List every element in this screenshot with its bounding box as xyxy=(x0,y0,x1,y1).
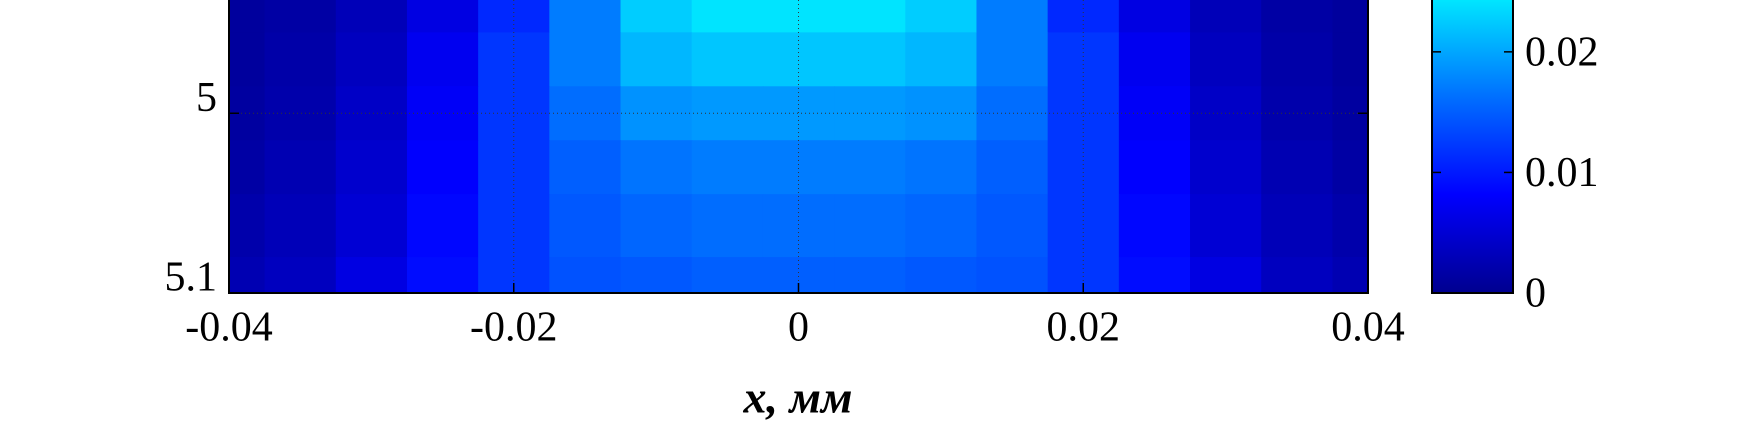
heatmap-cell xyxy=(264,140,337,195)
heatmap-cell xyxy=(406,32,479,87)
heatmap-cell xyxy=(335,194,408,258)
heatmap-cell xyxy=(620,0,693,33)
heatmap-cell xyxy=(620,194,693,258)
heatmap-cell xyxy=(905,140,977,195)
heatmap-cell xyxy=(834,140,906,195)
plot-frame xyxy=(228,0,1369,294)
heatmap-cell xyxy=(264,194,337,258)
heatmap-cell xyxy=(1190,0,1262,33)
heatmap-cell xyxy=(691,194,764,258)
heatmap-cell xyxy=(549,0,622,33)
y-tick-label: 5.1 xyxy=(165,255,218,301)
heatmap-cell xyxy=(1261,32,1333,87)
heatmap-cell xyxy=(264,86,337,141)
heatmap-cell xyxy=(905,0,977,33)
heatmap-cell xyxy=(264,32,337,87)
x-tick-label: 0.02 xyxy=(1047,305,1121,351)
heatmap-cell xyxy=(264,257,337,293)
heatmap-cell xyxy=(1190,257,1262,293)
heatmap-cell xyxy=(976,257,1049,293)
heatmap-cell xyxy=(549,194,622,258)
x-axis-label: x, мм xyxy=(742,372,852,423)
heatmap-cell xyxy=(1332,140,1368,195)
heatmap-cell xyxy=(620,257,693,293)
heatmap-cell xyxy=(691,257,764,293)
heatmap-cell xyxy=(620,140,693,195)
heatmap-cell xyxy=(406,0,479,33)
heatmap-cell xyxy=(1118,257,1191,293)
heatmap-cell xyxy=(1261,257,1333,293)
x-tick-label: -0.04 xyxy=(185,305,273,351)
heatmap-cell xyxy=(549,140,622,195)
heatmap-cell xyxy=(1190,194,1262,258)
heatmap-cell xyxy=(335,0,408,33)
heatmap-cell xyxy=(691,32,764,87)
heatmap-cell xyxy=(1047,32,1120,87)
colorbar-tick-label: 0 xyxy=(1525,271,1546,317)
heatmap-cell xyxy=(229,0,266,33)
heatmap-cell xyxy=(1118,194,1191,258)
heatmap-cell xyxy=(1332,194,1368,258)
heatmap-cell xyxy=(905,194,977,258)
heatmap-cell xyxy=(1047,140,1120,195)
heatmap-cell xyxy=(406,257,479,293)
heatmap-cell xyxy=(762,32,835,87)
heatmap-cell xyxy=(229,32,266,87)
heatmap-cell xyxy=(1261,140,1333,195)
heatmap-cell xyxy=(229,140,266,195)
heatmap-cell xyxy=(335,32,408,87)
heatmap-cell xyxy=(691,0,764,33)
heatmap-cell xyxy=(549,32,622,87)
heatmap-cell xyxy=(620,32,693,87)
x-tick-label: 0.04 xyxy=(1331,305,1405,351)
heatmap-cell xyxy=(834,257,906,293)
heatmap-cell xyxy=(1118,32,1191,87)
heatmap-cell xyxy=(1118,86,1191,141)
heatmap-cell xyxy=(976,32,1049,87)
heatmap-cell xyxy=(229,257,266,293)
heatmap-cell xyxy=(406,194,479,258)
heatmap-cell xyxy=(1047,86,1120,141)
colorbar-tick-label: 0.01 xyxy=(1525,150,1599,196)
heatmap-cell xyxy=(549,257,622,293)
heatmap-cell xyxy=(905,257,977,293)
heatmap-cell xyxy=(1190,32,1262,87)
heatmap-cell xyxy=(478,32,550,87)
heatmap-cell xyxy=(1190,140,1262,195)
heatmap-cell xyxy=(335,140,408,195)
x-tick-label: -0.02 xyxy=(470,305,558,351)
heatmap-cell xyxy=(1261,0,1333,33)
heatmap-cell xyxy=(905,32,977,87)
heatmap-cell xyxy=(834,0,906,33)
x-tick-label: 0 xyxy=(788,305,809,351)
heatmap-cell xyxy=(335,86,408,141)
heatmap-cell xyxy=(762,86,835,141)
heatmap-cell xyxy=(691,86,764,141)
heatmap-cell xyxy=(976,194,1049,258)
heatmap-cell xyxy=(264,0,337,33)
heatmap-cell xyxy=(762,140,835,195)
heatmap-cell xyxy=(1332,32,1368,87)
heatmap-cell xyxy=(1118,0,1191,33)
heatmap-cell xyxy=(229,194,266,258)
heatmap-cell xyxy=(1118,140,1191,195)
heatmap-cell xyxy=(1332,0,1368,33)
y-tick-label: 5 xyxy=(196,75,217,121)
heatmap-cell xyxy=(1332,257,1368,293)
heatmap-cell xyxy=(406,140,479,195)
heatmap-cell xyxy=(1261,194,1333,258)
heatmap-cell xyxy=(620,86,693,141)
heatmap-cell xyxy=(976,140,1049,195)
heatmap-cell xyxy=(406,86,479,141)
colorbar xyxy=(1431,0,1514,294)
heatmap-cell xyxy=(976,0,1049,33)
heatmap-cell xyxy=(976,86,1049,141)
heatmap-cell xyxy=(834,32,906,87)
heatmap-cell xyxy=(335,257,408,293)
heatmap-cell xyxy=(691,140,764,195)
colorbar-tick-label: 0.02 xyxy=(1525,29,1599,75)
heatmap-cell xyxy=(834,194,906,258)
heatmap-cell xyxy=(478,140,550,195)
